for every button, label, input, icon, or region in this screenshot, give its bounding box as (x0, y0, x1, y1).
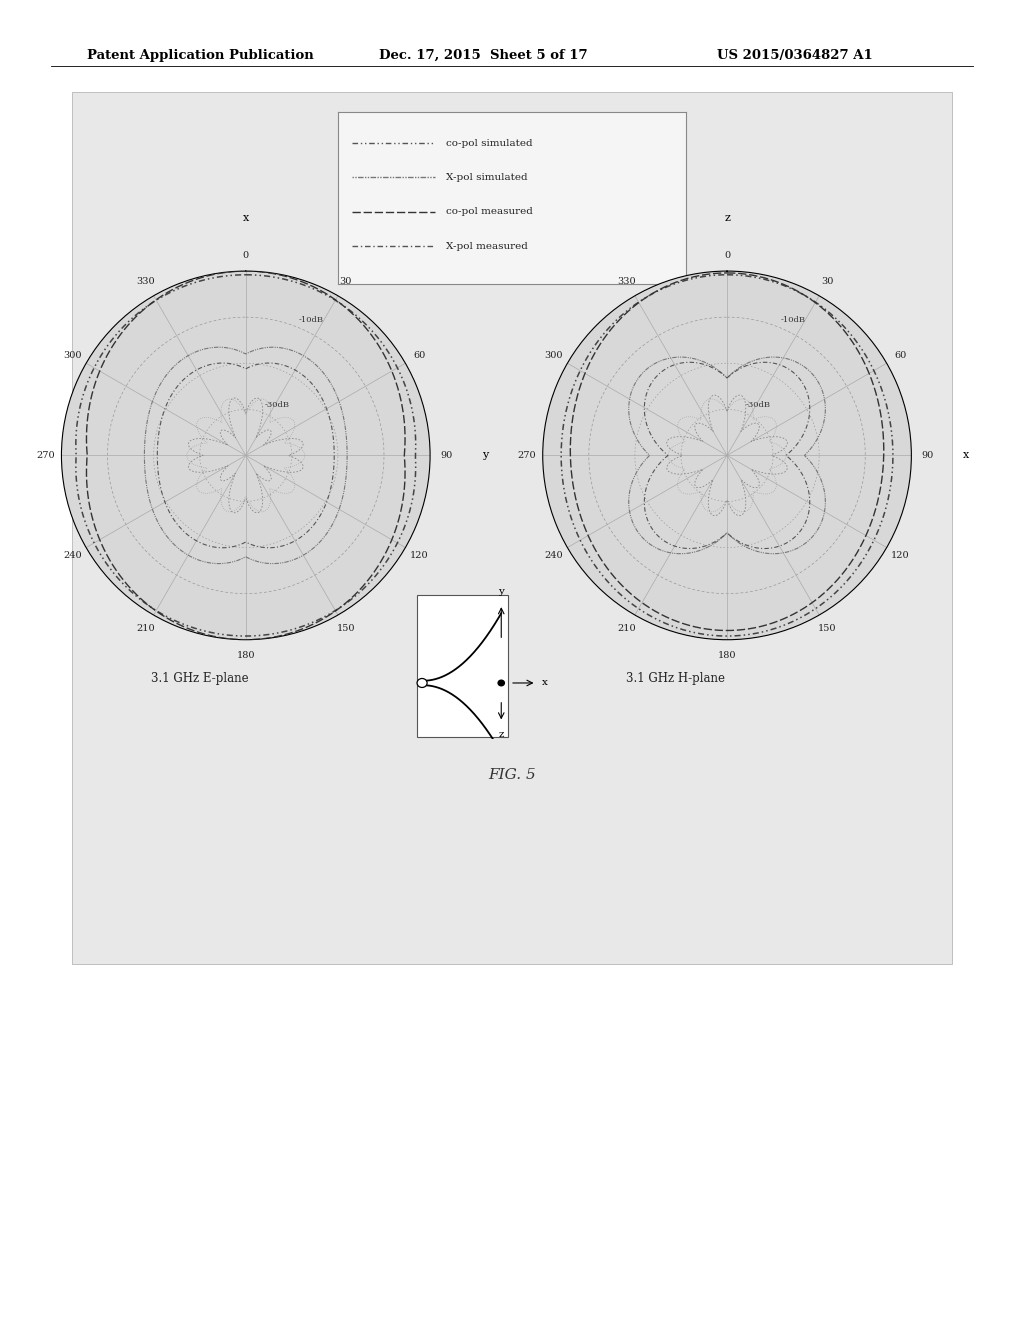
Text: z: z (724, 213, 730, 223)
Text: x: x (542, 678, 548, 688)
Circle shape (417, 678, 427, 688)
Text: -30dB: -30dB (264, 401, 290, 409)
Text: -10dB: -10dB (299, 315, 324, 323)
Text: -30dB: -30dB (745, 401, 771, 409)
Text: x: x (243, 213, 249, 223)
Text: FIG. 5: FIG. 5 (488, 768, 536, 781)
Text: y: y (499, 587, 504, 597)
Text: US 2015/0364827 A1: US 2015/0364827 A1 (717, 49, 872, 62)
Text: 3.1 GHz H-plane: 3.1 GHz H-plane (627, 672, 725, 685)
Text: co-pol measured: co-pol measured (445, 207, 532, 216)
Bar (417, 595, 508, 737)
Circle shape (498, 680, 505, 686)
Text: X-pol measured: X-pol measured (445, 242, 527, 251)
Text: y: y (481, 450, 488, 461)
Text: x: x (963, 450, 970, 461)
Text: Dec. 17, 2015  Sheet 5 of 17: Dec. 17, 2015 Sheet 5 of 17 (379, 49, 588, 62)
Text: 3.1 GHz E-plane: 3.1 GHz E-plane (151, 672, 249, 685)
Text: Patent Application Publication: Patent Application Publication (87, 49, 313, 62)
Text: z: z (499, 730, 504, 739)
Text: -10dB: -10dB (780, 315, 805, 323)
Text: X-pol simulated: X-pol simulated (445, 173, 527, 182)
Text: co-pol simulated: co-pol simulated (445, 139, 532, 148)
